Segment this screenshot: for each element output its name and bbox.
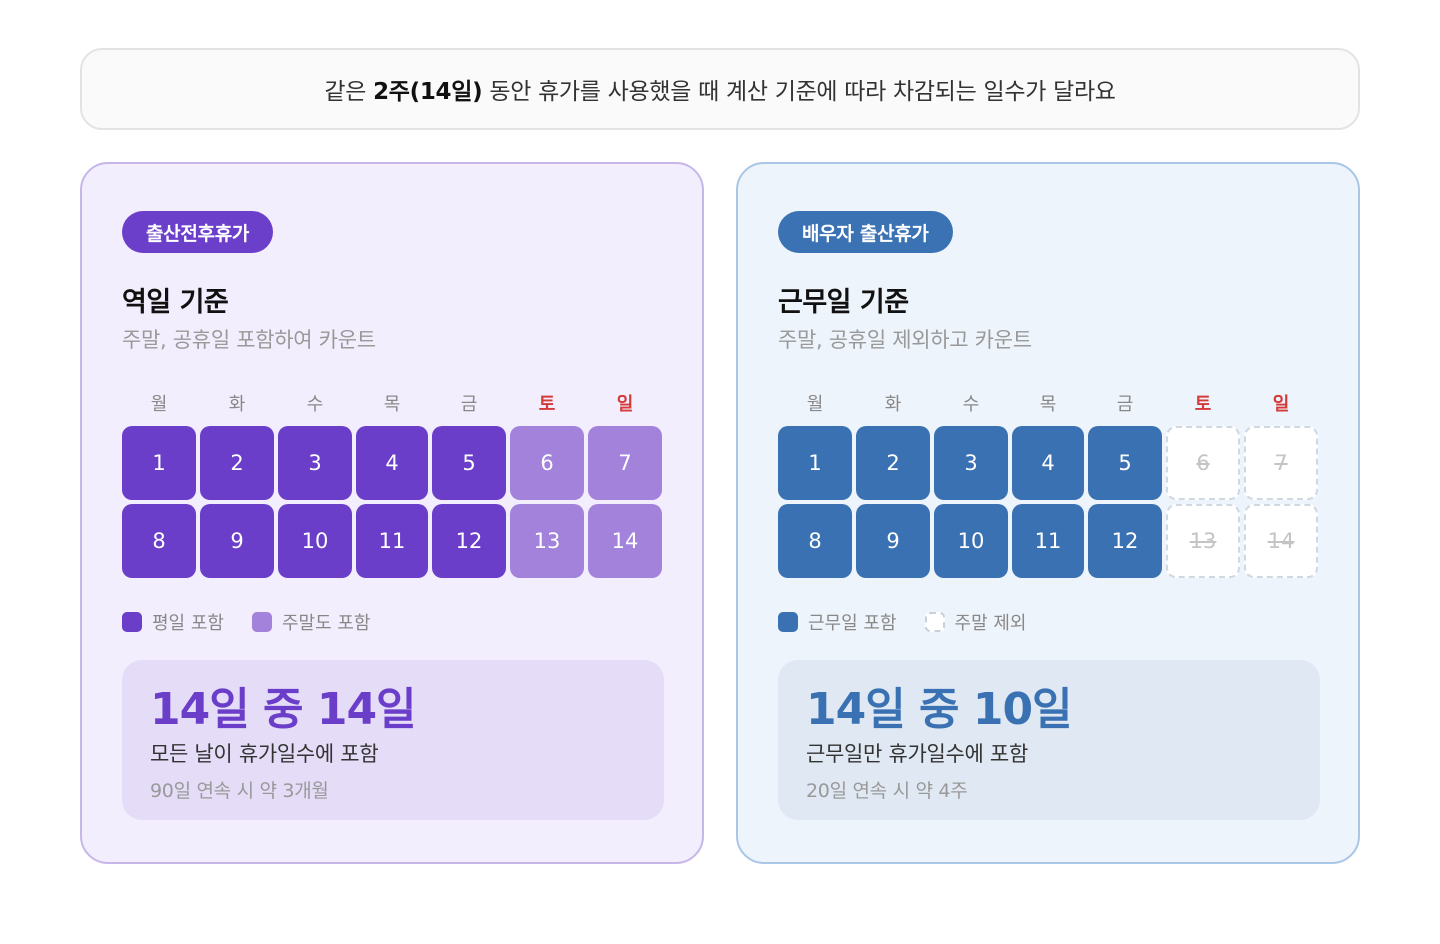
result-description: 근무일만 휴가일수에 포함 — [806, 742, 1028, 766]
day-cell: 10 — [278, 504, 352, 578]
calendar-day-card: 출산전후휴가 역일 기준 주말, 공휴일 포함하여 카운트 월 화 수 목 금 … — [80, 162, 704, 864]
day-cell-excluded: 14 — [1244, 504, 1318, 578]
legend-swatch-excluded — [924, 612, 945, 632]
legend-label: 주말 제외 — [954, 613, 1027, 634]
weekday-label: 화 — [884, 394, 902, 415]
legend: 평일 포함 주말도 포함 — [122, 610, 399, 634]
day-cell-weekend: 14 — [588, 504, 662, 578]
day-cell: 10 — [934, 504, 1008, 578]
legend-swatch-workday — [778, 612, 798, 632]
day-cell: 8 — [122, 504, 196, 578]
day-cell-excluded: 6 — [1166, 426, 1240, 500]
day-cell: 9 — [200, 504, 274, 578]
day-cell: 3 — [934, 426, 1008, 500]
working-day-card: 배우자 출산휴가 근무일 기준 주말, 공휴일 제외하고 카운트 월 화 수 목… — [736, 162, 1360, 864]
weekday-label: 월 — [150, 394, 168, 415]
day-cell: 2 — [200, 426, 274, 500]
day-cell-excluded: 13 — [1166, 504, 1240, 578]
legend-label: 근무일 포함 — [808, 613, 897, 634]
day-cell: 3 — [278, 426, 352, 500]
day-cell: 12 — [432, 504, 506, 578]
weekday-label: 월 — [806, 394, 824, 415]
day-cell: 11 — [356, 504, 428, 578]
day-cell-excluded: 7 — [1244, 426, 1318, 500]
result-note: 20일 연속 시 약 4주 — [806, 780, 968, 802]
card-subtitle: 주말, 공휴일 제외하고 카운트 — [778, 328, 1032, 352]
legend-label: 주말도 포함 — [281, 613, 371, 634]
day-cell: 12 — [1088, 504, 1162, 578]
result-count: 14일 중 14일 — [150, 684, 417, 735]
day-cell: 4 — [356, 426, 428, 500]
banner-prefix: 같은 — [324, 79, 374, 105]
card-title: 역일 기준 — [122, 287, 229, 318]
weekday-label-saturday: 토 — [538, 394, 556, 415]
weekday-header: 월 화 수 목 금 토 일 — [778, 390, 1320, 415]
legend-swatch-weekend — [251, 612, 272, 632]
weekday-label: 화 — [228, 394, 246, 415]
day-cell-weekend: 6 — [510, 426, 584, 500]
legend-label: 평일 포함 — [152, 613, 224, 634]
weekday-label: 목 — [1039, 394, 1057, 415]
weekday-label: 금 — [1116, 394, 1134, 415]
weekday-label-sunday: 일 — [616, 394, 634, 415]
weekday-label: 수 — [962, 394, 980, 415]
day-cell: 5 — [1088, 426, 1162, 500]
weekday-header: 월 화 수 목 금 토 일 — [122, 390, 664, 415]
day-cell: 5 — [432, 426, 506, 500]
calendar-grid: 1 2 3 4 5 6 7 8 9 10 11 12 13 14 — [778, 426, 1320, 578]
weekday-label: 목 — [383, 394, 401, 415]
card-subtitle: 주말, 공휴일 포함하여 카운트 — [122, 328, 376, 352]
calendar-grid: 1 2 3 4 5 6 7 8 9 10 11 12 13 14 — [122, 426, 664, 578]
day-cell: 8 — [778, 504, 852, 578]
category-badge: 배우자 출산휴가 — [778, 211, 953, 253]
weekday-label: 금 — [460, 394, 478, 415]
info-banner: 같은 2주(14일) 동안 휴가를 사용했을 때 계산 기준에 따라 차감되는 … — [80, 48, 1360, 130]
day-cell: 1 — [122, 426, 196, 500]
result-note: 90일 연속 시 약 3개월 — [150, 780, 329, 802]
banner-suffix: 동안 휴가를 사용했을 때 계산 기준에 따라 차감되는 일수가 달라요 — [482, 79, 1116, 105]
banner-highlight: 2주(14일) — [373, 79, 483, 105]
legend-swatch-weekday — [122, 612, 142, 632]
weekday-label-saturday: 토 — [1194, 394, 1212, 415]
result-count: 14일 중 10일 — [806, 684, 1073, 735]
day-cell: 4 — [1012, 426, 1084, 500]
day-cell-weekend: 7 — [588, 426, 662, 500]
day-cell: 9 — [856, 504, 930, 578]
card-title: 근무일 기준 — [778, 287, 909, 318]
result-description: 모든 날이 휴가일수에 포함 — [150, 742, 379, 766]
day-cell-weekend: 13 — [510, 504, 584, 578]
weekday-label-sunday: 일 — [1272, 394, 1290, 415]
day-cell: 1 — [778, 426, 852, 500]
result-box: 14일 중 10일 근무일만 휴가일수에 포함 20일 연속 시 약 4주 — [778, 660, 1320, 820]
weekday-label: 수 — [306, 394, 324, 415]
result-box: 14일 중 14일 모든 날이 휴가일수에 포함 90일 연속 시 약 3개월 — [122, 660, 664, 820]
day-cell: 11 — [1012, 504, 1084, 578]
category-badge: 출산전후휴가 — [122, 211, 274, 253]
day-cell: 2 — [856, 426, 930, 500]
legend: 근무일 포함 주말 제외 — [778, 610, 1055, 634]
